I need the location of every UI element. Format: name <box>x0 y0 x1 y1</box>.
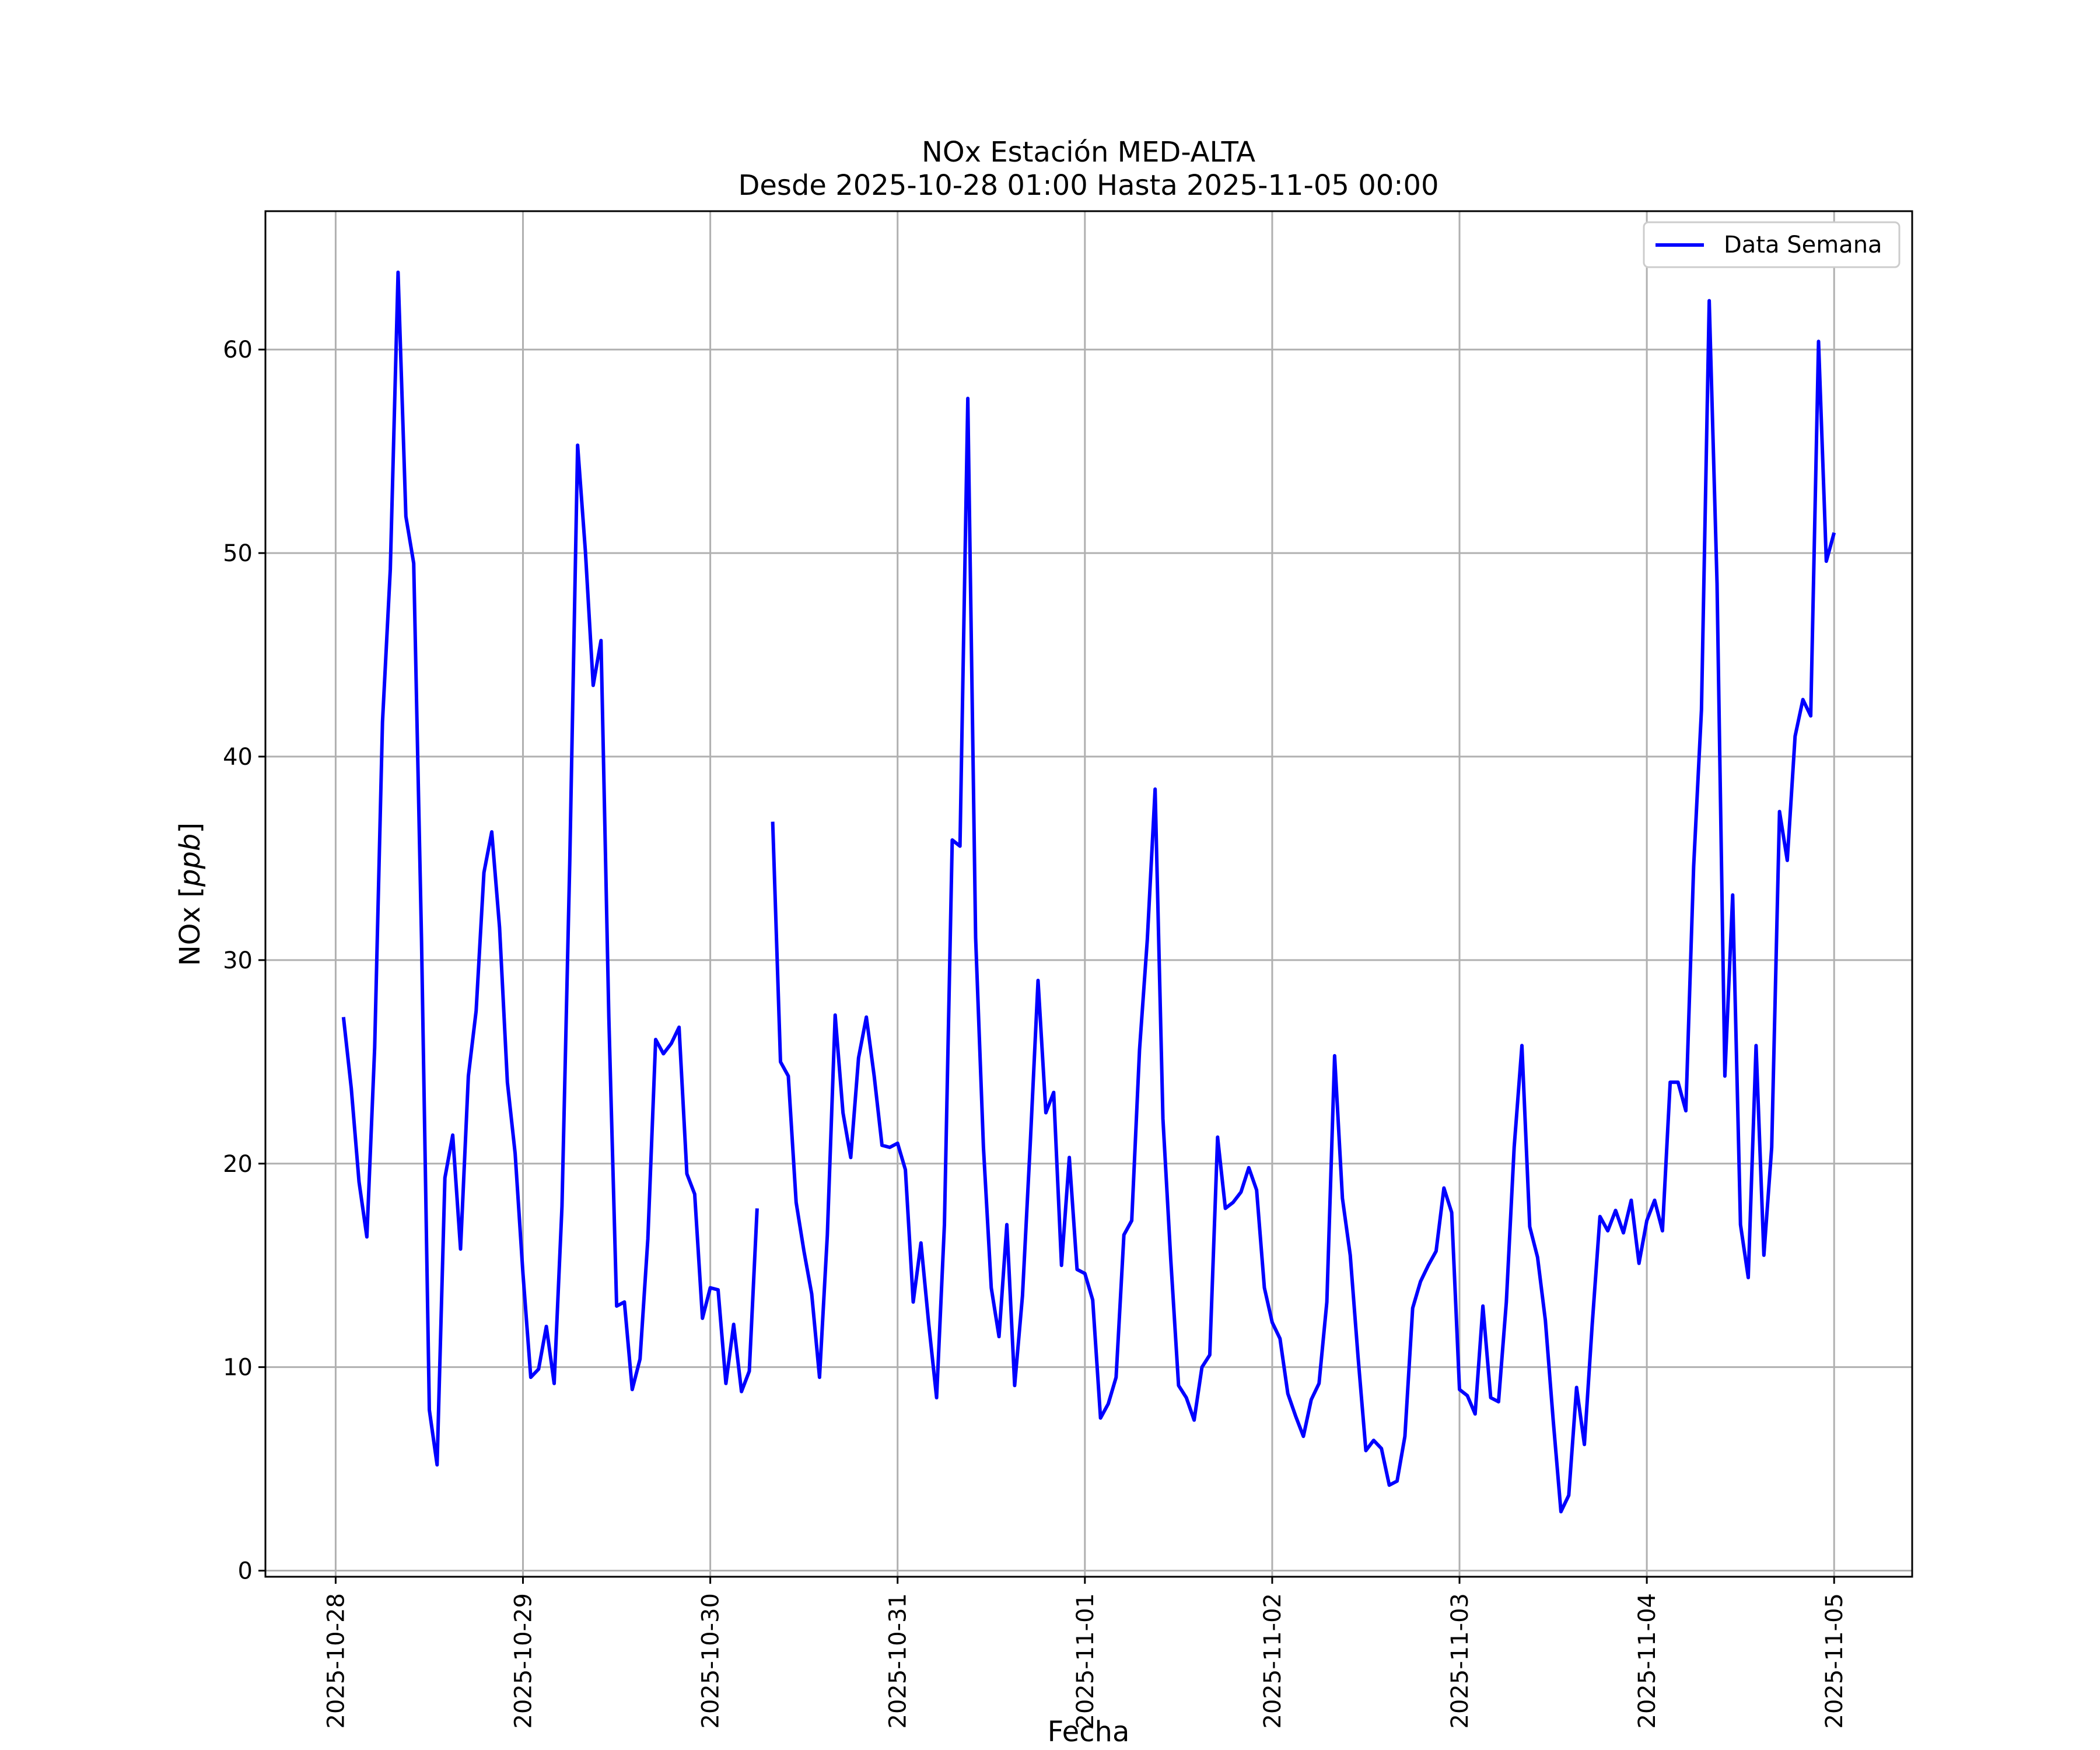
y-tick-label: 60 <box>223 337 253 363</box>
x-tick-label: 2025-10-31 <box>885 1593 912 1728</box>
y-axis-label-plain: NOx [ <box>174 887 206 966</box>
x-axis-label: Fecha <box>1048 1716 1130 1748</box>
plot-frame <box>264 210 1913 1578</box>
y-axis-ticks: 0 10 20 30 40 50 60 <box>223 337 265 1585</box>
y-tick-label: 30 <box>223 947 253 974</box>
x-tick-label: 2025-11-01 <box>1072 1593 1099 1728</box>
legend-label-data-semana: Data Semana <box>1724 232 1882 258</box>
y-tick-label: 0 <box>238 1558 253 1585</box>
x-tick-label: 2025-10-30 <box>698 1593 724 1728</box>
series-lines <box>341 270 1836 1514</box>
chart-subtitle: Desde 2025-10-28 01:00 Hasta 2025-11-05 … <box>738 169 1438 202</box>
x-tick-label: 2025-11-03 <box>1447 1593 1474 1728</box>
legend: Data Semana <box>1643 221 1901 268</box>
y-tick-label: 50 <box>223 540 253 567</box>
series-line-segment <box>771 299 1836 1514</box>
y-axis-label: NOx [ppb] <box>174 822 206 966</box>
x-tick-label: 2025-10-28 <box>323 1593 349 1728</box>
y-axis-label-close: ] <box>174 822 206 834</box>
chart-title: NOx Estación MED-ALTA <box>922 136 1255 169</box>
y-axis-label-italic: ppb <box>174 834 206 887</box>
y-tick-label: 40 <box>223 744 253 771</box>
legend-box <box>1643 221 1901 268</box>
x-tick-label: 2025-11-02 <box>1259 1593 1286 1728</box>
x-tick-label: 2025-11-05 <box>1821 1593 1848 1728</box>
y-tick-label: 10 <box>223 1354 253 1381</box>
grid-lines <box>265 211 1912 1577</box>
series-line-segment <box>341 270 759 1467</box>
x-axis-ticks: 2025-10-28 2025-10-29 2025-10-30 2025-10-31… <box>323 1577 1848 1728</box>
x-tick-label: 2025-11-04 <box>1634 1593 1661 1728</box>
x-tick-label: 2025-10-29 <box>510 1593 537 1728</box>
y-tick-label: 20 <box>223 1151 253 1178</box>
